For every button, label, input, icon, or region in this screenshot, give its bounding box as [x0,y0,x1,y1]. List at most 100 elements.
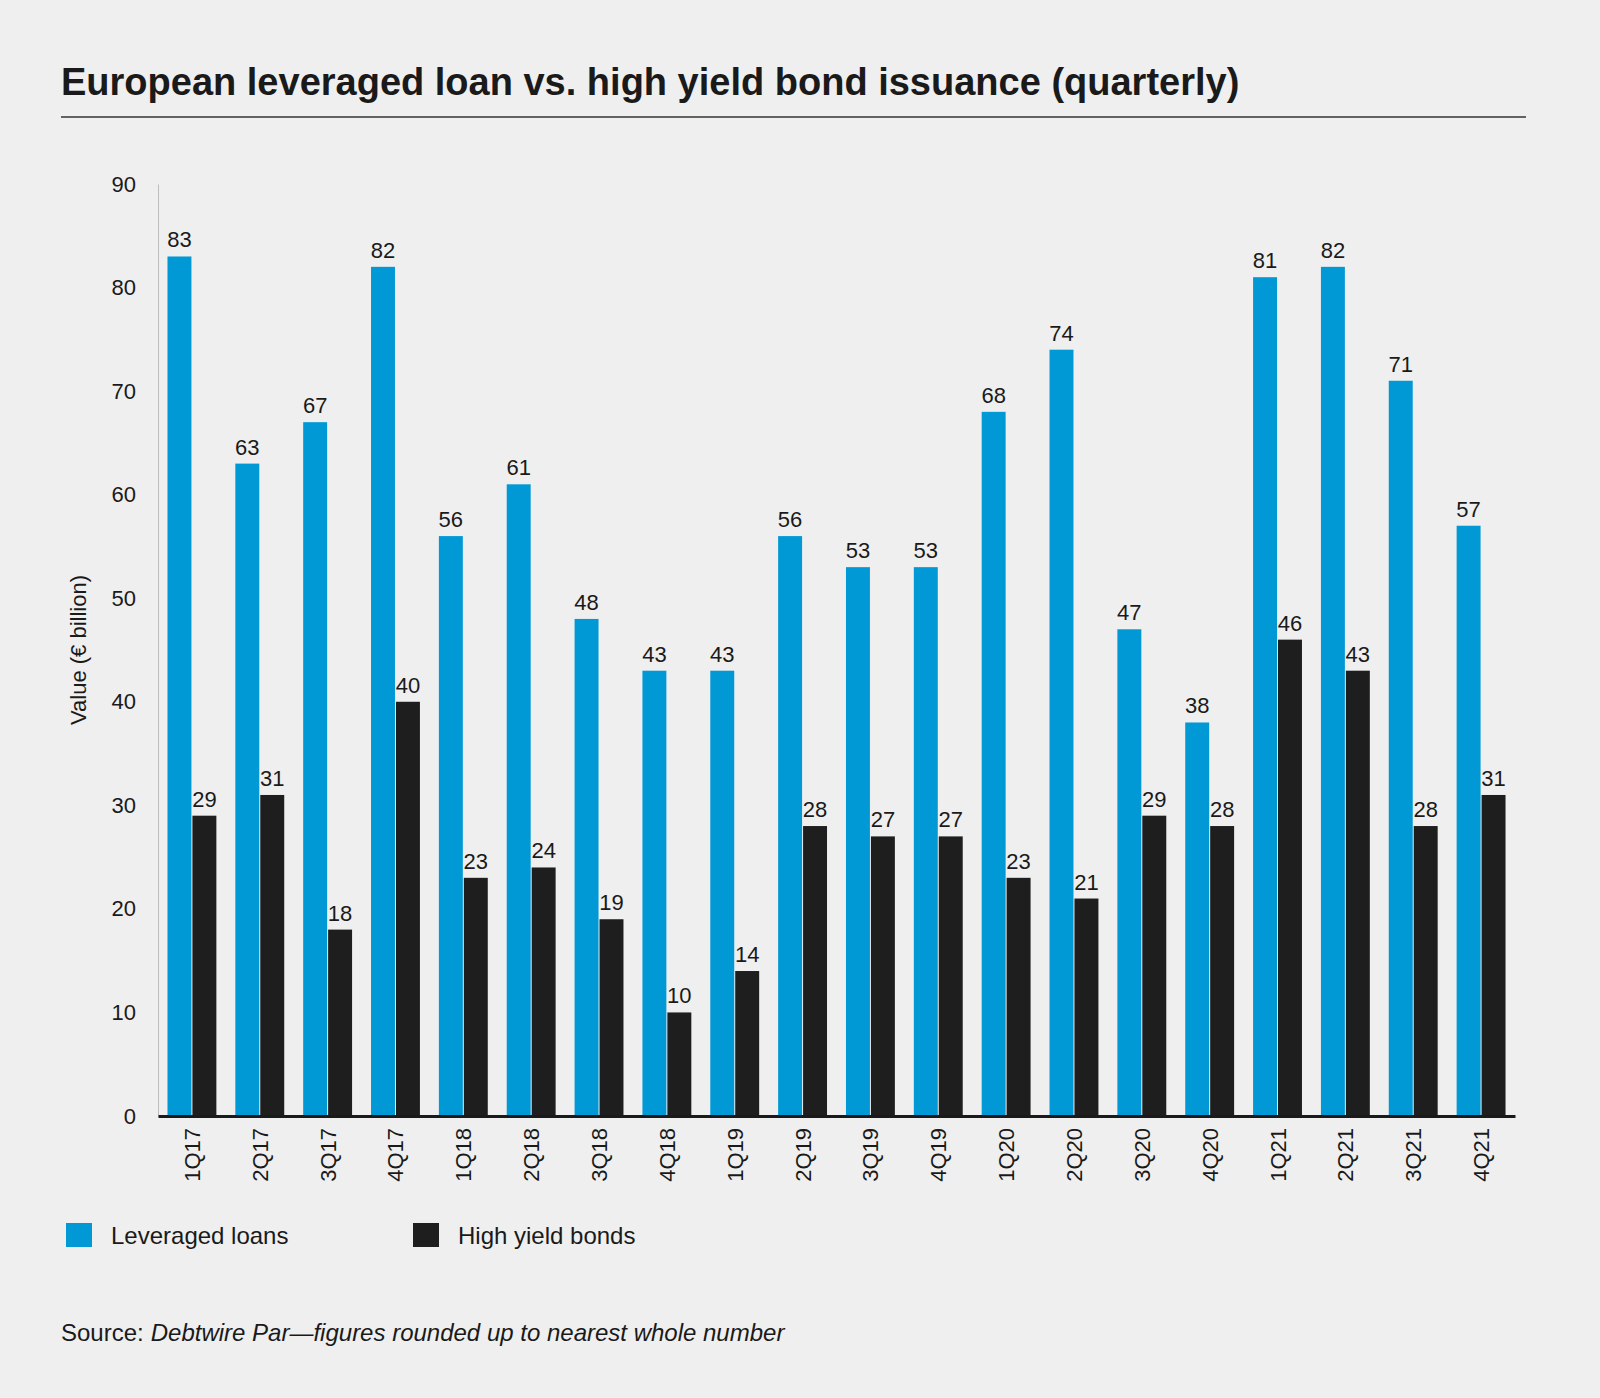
bar [642,671,666,1116]
data-label: 23 [1006,849,1030,874]
data-label: 81 [1253,248,1277,273]
x-tick-label: 3Q20 [1130,1128,1155,1182]
x-tick-label: 2Q17 [248,1128,273,1182]
bar [328,930,352,1116]
bar [303,422,327,1116]
bar [914,567,938,1116]
bar [871,836,895,1116]
x-tick: 1Q21 [1266,1128,1291,1182]
x-tick-label: 4Q17 [383,1128,408,1182]
x-tick: 1Q20 [994,1128,1019,1182]
data-label: 31 [1481,766,1505,791]
data-label: 21 [1074,870,1098,895]
x-axis-line [159,1115,1516,1118]
y-tick: 20 [112,896,158,921]
data-label: 47 [1117,600,1141,625]
data-label: 56 [778,507,802,532]
bar [1185,722,1209,1116]
bar [939,836,963,1116]
bar [1414,826,1438,1116]
data-label: 82 [371,238,395,263]
x-tick-label: 2Q19 [791,1128,816,1182]
x-tick-label: 2Q18 [519,1128,544,1182]
bar [1253,277,1277,1116]
bar [396,702,420,1116]
data-label: 18 [328,901,352,926]
data-label: 24 [531,838,555,863]
data-label: 46 [1278,611,1302,636]
legend-label: Leveraged loans [111,1222,288,1249]
y-tick: 70 [112,379,158,404]
y-tick: 60 [112,482,158,507]
data-label: 38 [1185,693,1209,718]
bar [1050,350,1074,1116]
data-label: 63 [235,435,259,460]
data-label: 29 [192,787,216,812]
y-axis-line [158,185,159,1117]
data-label: 19 [599,890,623,915]
x-tick: 3Q20 [1130,1128,1155,1182]
bar [735,971,759,1116]
bar [260,795,284,1116]
x-tick-label: 1Q20 [994,1128,1019,1182]
y-tick: 90 [112,172,158,197]
x-tick: 2Q20 [1062,1128,1087,1182]
x-tick-label: 2Q21 [1333,1128,1358,1182]
x-tick: 4Q18 [655,1128,680,1182]
y-tick-label: 90 [112,172,136,197]
y-axis-title: Value (€ billion) [66,575,91,725]
bar [1074,899,1098,1116]
x-tick: 3Q19 [858,1128,883,1182]
x-tick: 1Q19 [723,1128,748,1182]
data-label: 23 [464,849,488,874]
data-labels: 8363678256614843435653536874473881827157… [167,227,1506,1008]
legend-swatch [413,1223,439,1247]
bar [846,567,870,1116]
bar [371,267,395,1116]
legend: Leveraged loansHigh yield bonds [66,1222,635,1249]
data-label: 53 [914,538,938,563]
data-label: 53 [846,538,870,563]
x-tick-label: 3Q18 [587,1128,612,1182]
x-axis: 1Q17 2Q17 3Q17 4Q17 1Q18 2Q18 3Q18 4Q18 1Q19 2Q19… [159,1117,1516,1182]
bar [1142,816,1166,1116]
data-label: 31 [260,766,284,791]
x-tick-label: 1Q21 [1266,1128,1291,1182]
bar [1117,629,1141,1116]
y-tick-label: 20 [112,896,136,921]
bar [192,816,216,1116]
x-tick: 1Q18 [451,1128,476,1182]
y-tick: 40 [112,689,158,714]
y-tick: 30 [112,793,158,818]
bar [1482,795,1506,1116]
x-tick: 2Q18 [519,1128,544,1182]
x-tick: 4Q20 [1198,1128,1223,1182]
y-tick-label: 10 [112,1000,136,1025]
data-label: 14 [735,942,759,967]
y-tick-label: 50 [112,586,136,611]
data-label: 43 [642,642,666,667]
x-tick: 4Q17 [383,1128,408,1182]
y-tick-label: 40 [112,689,136,714]
x-tick-label: 1Q18 [451,1128,476,1182]
x-tick-label: 4Q21 [1469,1128,1494,1182]
bar [575,619,599,1116]
data-label: 27 [871,807,895,832]
data-label: 56 [439,507,463,532]
y-tick-label: 60 [112,482,136,507]
x-tick-label: 4Q18 [655,1128,680,1182]
bar [803,826,827,1116]
bar [532,867,556,1116]
x-tick: 2Q19 [791,1128,816,1182]
y-tick-label: 0 [124,1104,136,1129]
y-tick-label: 70 [112,379,136,404]
x-tick: 4Q21 [1469,1128,1494,1182]
bar [464,878,488,1116]
data-label: 28 [1413,797,1437,822]
x-tick-label: 1Q17 [180,1128,205,1182]
data-label: 71 [1389,352,1413,377]
data-label: 67 [303,393,327,418]
y-tick-label: 30 [112,793,136,818]
x-tick: 3Q17 [316,1128,341,1182]
data-label: 61 [506,455,530,480]
